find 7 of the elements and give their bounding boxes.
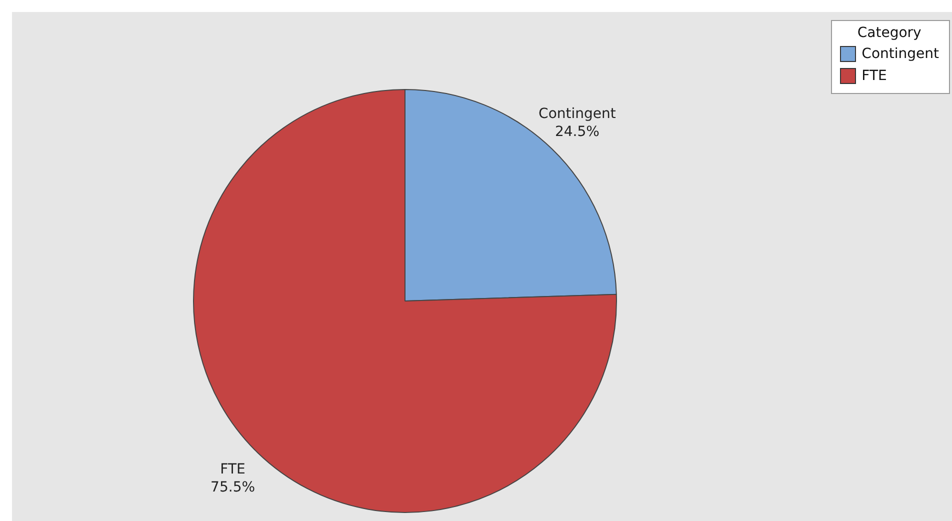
slice-label: FTE <box>220 461 246 478</box>
data-label: 24.5% <box>554 124 600 140</box>
slice-label: Contingent <box>538 106 616 122</box>
legend-label: Contingent <box>862 46 939 62</box>
data-label: 75.5% <box>210 479 256 496</box>
legend-label: FTE <box>862 68 887 84</box>
legend-title: Category <box>856 25 922 41</box>
